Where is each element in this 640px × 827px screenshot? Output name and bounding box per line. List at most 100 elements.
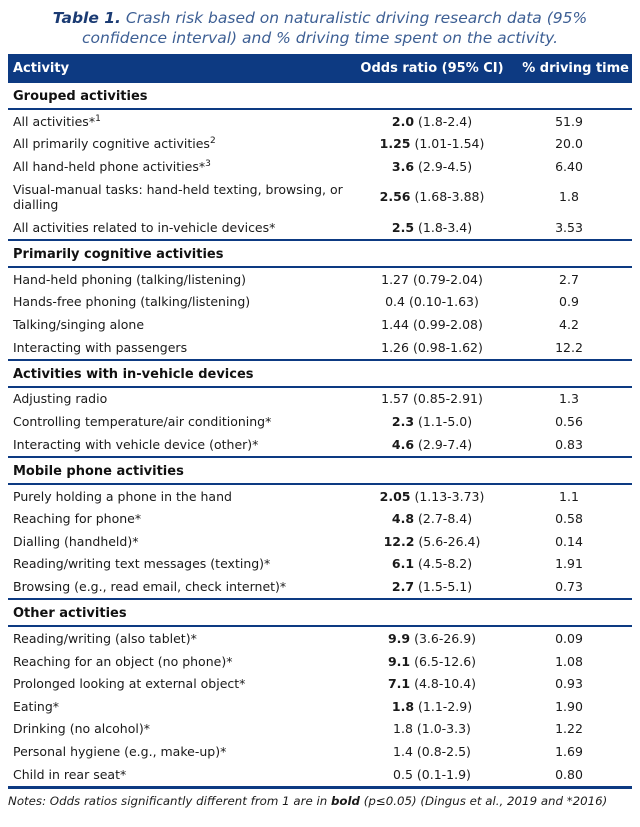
driving-time-cell: 0.83 (516, 433, 632, 458)
table-row: Talking/singing alone 1.44 (0.99-2.08) 4.2 (8, 313, 632, 336)
activity-cell: Eating* (13, 698, 60, 714)
table-row: Drinking (no alcohol)* 1.8 (1.0-3.3) 1.22 (8, 718, 632, 741)
table-row: Browsing (e.g., read email, check intern… (8, 575, 632, 601)
table-row: All activities*1 2.0 (1.8-2.4) 51.9 (8, 109, 632, 133)
odds-ratio-cell: 1.27 (0.79-2.04) (381, 271, 483, 287)
odds-ratio-cell: 2.0 (1.8-2.4) (391, 113, 473, 129)
table-row: Reading/writing (also tablet)* 9.9 (3.6-2… (8, 626, 632, 650)
activity-cell: Prolonged looking at external object* (13, 676, 246, 692)
driving-time-cell: 0.14 (555, 533, 583, 549)
odds-ratio-value: 9.1 (387, 653, 411, 669)
odds-ratio-value: 2.56 (379, 189, 411, 205)
odds-ratio-value: 0.4 (385, 294, 405, 310)
table-header-row: Activity Odds ratio (95% CI) % driving t… (8, 53, 632, 83)
odds-ratio-cell: 0.5 (0.1-1.9) (348, 763, 516, 789)
activity-cell: All hand-held phone activities*3 (13, 158, 211, 174)
table-row: All activities related to in-vehicle dev… (8, 216, 632, 241)
odds-ratio-value: 1.27 (381, 271, 409, 287)
activity-cell: Interacting with vehicle device (other)* (8, 433, 348, 458)
driving-time-cell: 1.22 (555, 721, 583, 737)
activity-cell: Interacting with passengers (8, 336, 348, 361)
table-row: Adjusting radio 1.57 (0.85-2.91) 1.3 (8, 387, 632, 411)
odds-ratio-cell: 9.9 (3.6-26.9) (387, 630, 477, 646)
odds-ratio-value: 7.1 (387, 676, 411, 692)
activity-cell: Hand-held phoning (talking/listening) (13, 271, 247, 287)
activity-cell: Personal hygiene (e.g., make-up)* (13, 744, 227, 760)
column-header-activity: Activity (8, 53, 348, 83)
odds-ratio-value: 2.5 (391, 219, 415, 235)
table-row: Child in rear seat* 0.5 (0.1-1.9) 0.80 (8, 763, 632, 789)
table-row: Purely holding a phone in the hand 2.05 (… (8, 484, 632, 508)
table-row: Hands-free phoning (talking/listening) 0.… (8, 291, 632, 314)
odds-ratio-cell: 9.1 (6.5-12.6) (387, 653, 477, 669)
section-title: Mobile phone activities (8, 456, 632, 486)
odds-ratio-cell: 2.7 (1.5-5.1) (348, 575, 516, 601)
table-row: Personal hygiene (e.g., make-up)* 1.4 (0.… (8, 741, 632, 764)
section-header-row: Other activities (8, 599, 632, 628)
driving-time-cell: 12.2 (516, 336, 632, 361)
activity-cell: Talking/singing alone (13, 316, 145, 332)
table-body: Grouped activities All activities*1 2.0 (1… (8, 82, 632, 789)
table-row: Reaching for an object (no phone)* 9.1 (6… (8, 650, 632, 673)
odds-ratio-cell: 0.4 (0.10-1.63) (385, 294, 479, 310)
activity-cell: Browsing (e.g., read email, check intern… (8, 575, 348, 601)
odds-ratio-cell: 1.25 (1.01-1.54) (379, 136, 485, 152)
section-title: Activities with in-vehicle devices (8, 359, 632, 388)
odds-ratio-cell: 2.05 (1.13-3.73) (379, 488, 485, 504)
driving-time-cell: 0.73 (516, 575, 632, 601)
odds-ratio-cell: 3.6 (2.9-4.5) (391, 158, 473, 174)
driving-time-cell: 1.08 (555, 653, 583, 669)
driving-time-cell: 0.80 (516, 763, 632, 789)
odds-ratio-value: 2.7 (391, 579, 415, 595)
activity-cell: Reading/writing text messages (texting)* (13, 556, 271, 572)
section-header-row: Primarily cognitive activities (8, 239, 632, 269)
odds-ratio-value: 2.0 (391, 113, 415, 129)
activity-cell: All activities related to in-vehicle dev… (8, 216, 348, 241)
driving-time-cell: 0.56 (555, 414, 583, 430)
activity-cell: Hands-free phoning (talking/listening) (13, 294, 251, 310)
odds-ratio-value: 4.8 (391, 511, 415, 527)
odds-ratio-value: 0.5 (393, 766, 413, 782)
odds-ratio-value: 3.6 (391, 158, 415, 174)
driving-time-cell: 2.7 (559, 271, 579, 287)
odds-ratio-cell: 12.2 (5.6-26.4) (383, 533, 481, 549)
driving-time-cell: 1.91 (555, 556, 583, 572)
odds-ratio-cell: 1.8 (1.1-2.9) (391, 698, 473, 714)
odds-ratio-value: 12.2 (383, 533, 415, 549)
section-title: Grouped activities (8, 82, 632, 111)
table-row: Interacting with vehicle device (other)*… (8, 433, 632, 458)
odds-ratio-value: 2.3 (391, 414, 415, 430)
odds-ratio-cell: 1.44 (0.99-2.08) (381, 316, 483, 332)
notes-bold-word: bold (330, 793, 361, 808)
odds-ratio-cell: 2.5 (1.8-3.4) (348, 216, 516, 241)
odds-ratio-value: 4.6 (391, 436, 415, 452)
odds-ratio-value: 1.8 (391, 698, 415, 714)
activity-cell: Controlling temperature/air conditioning… (13, 414, 272, 430)
odds-ratio-cell: 1.57 (0.85-2.91) (381, 391, 483, 407)
table-title: Table 1. Crash risk based on naturalisti… (0, 0, 640, 54)
odds-ratio-cell: 2.3 (1.1-5.0) (391, 414, 473, 430)
odds-ratio-value: 1.4 (393, 744, 413, 760)
footnote-marker: 2 (209, 136, 216, 147)
activity-cell: Child in rear seat* (8, 763, 348, 789)
table-row: Eating* 1.8 (1.1-2.9) 1.90 (8, 695, 632, 718)
odds-ratio-value: 6.1 (391, 556, 415, 572)
driving-time-cell: 1.1 (559, 488, 579, 504)
notes-suffix: (p≤0.05) (Dingus et al., 2019 and *2016) (360, 793, 608, 808)
odds-ratio-cell: 1.26 (0.98-1.62) (348, 336, 516, 361)
table-row: Controlling temperature/air conditioning… (8, 411, 632, 434)
driving-time-cell: 20.0 (555, 136, 583, 152)
activity-cell: Purely holding a phone in the hand (13, 488, 232, 504)
table-row: All hand-held phone activities*3 3.6 (2.9… (8, 155, 632, 178)
activity-cell: All primarily cognitive activities2 (13, 136, 216, 152)
odds-ratio-value: 1.8 (393, 721, 413, 737)
driving-time-cell: 1.69 (555, 744, 583, 760)
activity-cell: Adjusting radio (13, 391, 108, 407)
odds-ratio-cell: 7.1 (4.8-10.4) (387, 676, 477, 692)
activity-cell: Reading/writing (also tablet)* (13, 630, 197, 646)
odds-ratio-value: 9.9 (387, 630, 411, 646)
odds-ratio-cell: 4.6 (2.9-7.4) (348, 433, 516, 458)
table-notes: Notes: Odds ratios significantly differe… (8, 794, 632, 809)
section-header-row: Activities with in-vehicle devices (8, 359, 632, 388)
